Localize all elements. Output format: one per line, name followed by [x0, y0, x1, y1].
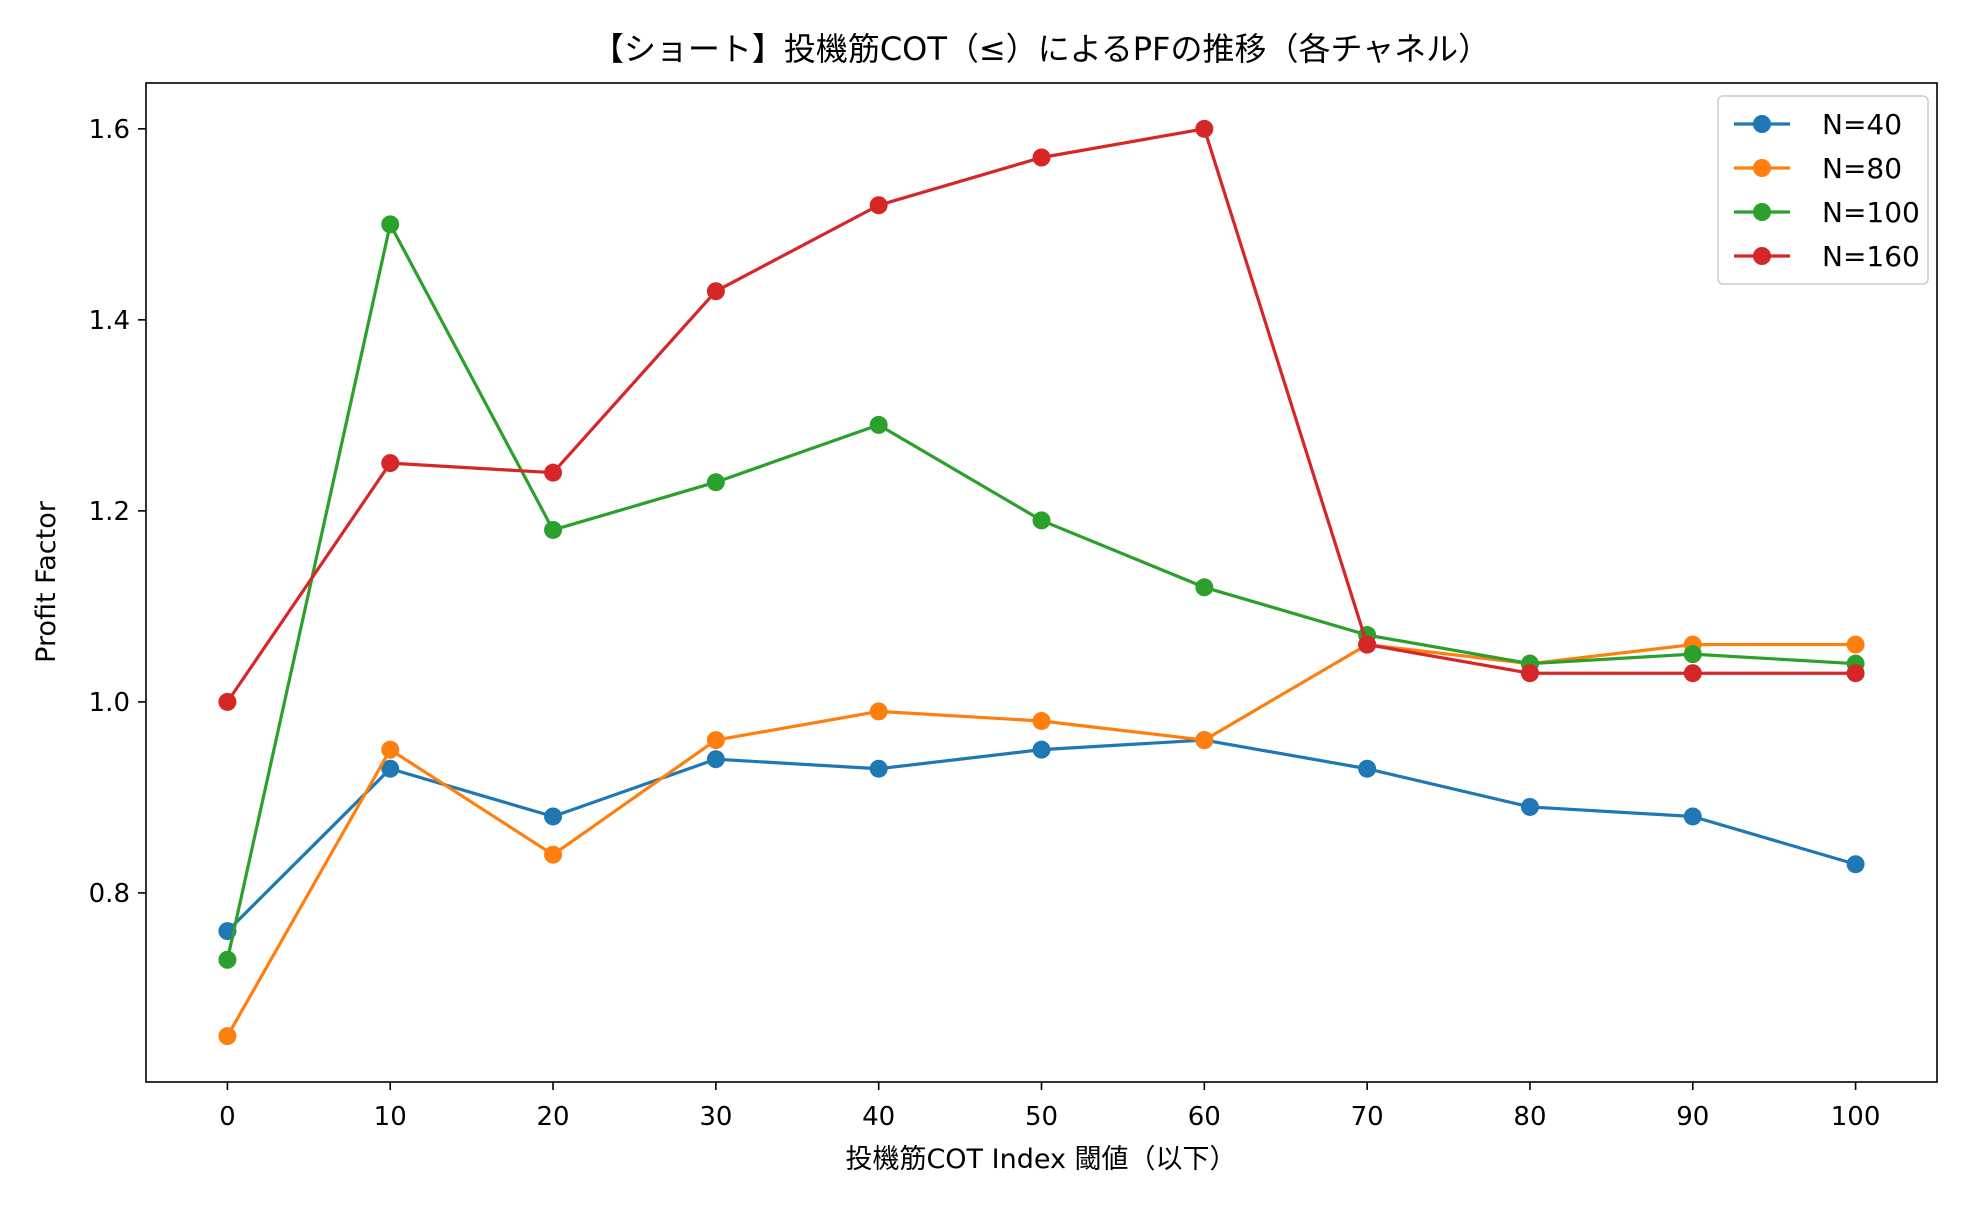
legend-label-3: N=160: [1822, 240, 1920, 273]
data-point-3-5: [1032, 148, 1051, 167]
data-point-1-2: [544, 845, 563, 864]
data-point-3-1: [381, 454, 400, 473]
data-point-2-5: [1032, 511, 1051, 530]
x-tick-label-4: 40: [862, 1102, 895, 1132]
legend-item-3: N=160: [1734, 240, 1920, 273]
x-tick-label-8: 80: [1513, 1102, 1546, 1132]
legend-swatch-marker-0: [1753, 115, 1771, 133]
legend-swatch-marker-2: [1753, 203, 1771, 221]
y-tick-label-4: 1.6: [89, 115, 130, 145]
x-tick-label-7: 70: [1351, 1102, 1384, 1132]
chart-title: 【ショート】投機筋COT（≤）によるPFの推移（各チャネル）: [592, 30, 1490, 68]
data-point-0-8: [1520, 797, 1539, 816]
x-tick-label-5: 50: [1025, 1102, 1058, 1132]
data-point-1-1: [381, 740, 400, 759]
data-point-3-9: [1683, 664, 1702, 683]
data-point-3-7: [1358, 635, 1377, 654]
x-tick-label-1: 10: [374, 1102, 407, 1132]
legend-item-2: N=100: [1734, 196, 1920, 229]
data-point-1-4: [869, 702, 888, 721]
x-tick-label-3: 30: [699, 1102, 732, 1132]
legend-label-0: N=40: [1822, 108, 1902, 141]
data-point-0-1: [381, 759, 400, 778]
x-tick-label-10: 100: [1831, 1102, 1881, 1132]
data-point-3-6: [1195, 119, 1214, 138]
x-tick-label-2: 20: [536, 1102, 569, 1132]
data-point-0-2: [544, 807, 563, 826]
data-point-2-4: [869, 415, 888, 434]
y-axis-label: Profit Factor: [31, 500, 62, 663]
x-axis: 0 10 20 30 40 50 60 70 80 90 100: [219, 1082, 1880, 1132]
x-tick-label-9: 90: [1676, 1102, 1709, 1132]
data-point-2-2: [544, 520, 563, 539]
legend-swatch-marker-3: [1753, 247, 1771, 265]
series-3: [218, 119, 1865, 711]
data-point-1-10: [1846, 635, 1865, 654]
x-tick-label-6: 60: [1188, 1102, 1221, 1132]
y-tick-label-0: 0.8: [89, 879, 130, 909]
data-point-3-3: [706, 282, 725, 301]
data-point-3-4: [869, 196, 888, 215]
x-tick-label-0: 0: [219, 1102, 236, 1132]
data-point-1-6: [1195, 731, 1214, 750]
data-point-0-4: [869, 759, 888, 778]
y-tick-label-1: 1.0: [89, 688, 130, 718]
data-point-0-3: [706, 750, 725, 769]
y-tick-label-3: 1.4: [89, 306, 130, 336]
x-axis-label: 投機筋COT Index 閾値（以下）: [845, 1144, 1236, 1175]
series-2: [218, 215, 1865, 969]
data-point-0-10: [1846, 855, 1865, 874]
data-point-0-9: [1683, 807, 1702, 826]
legend-item-1: N=80: [1734, 152, 1902, 185]
legend-box: [1717, 95, 1929, 285]
data-point-0-5: [1032, 740, 1051, 759]
data-point-2-0: [218, 950, 237, 969]
data-point-3-0: [218, 692, 237, 711]
y-axis: 0.8 1.0 1.2 1.4 1.6: [89, 115, 146, 909]
series-1: [218, 635, 1865, 1046]
data-point-2-9: [1683, 645, 1702, 664]
data-point-2-1: [381, 215, 400, 234]
data-point-1-5: [1032, 711, 1051, 730]
legend-swatch-marker-1: [1753, 159, 1771, 177]
data-point-3-2: [544, 463, 563, 482]
data-point-1-3: [706, 731, 725, 750]
data-point-3-10: [1846, 664, 1865, 683]
data-point-2-3: [706, 473, 725, 492]
data-point-2-6: [1195, 578, 1214, 597]
legend-item-0: N=40: [1734, 108, 1902, 141]
legend: N=40 N=80 N=100 N=160: [1717, 95, 1929, 285]
data-point-1-0: [218, 1027, 237, 1046]
y-tick-label-2: 1.2: [89, 497, 130, 527]
legend-label-1: N=80: [1822, 152, 1902, 185]
data-point-3-8: [1520, 664, 1539, 683]
series-layer: [218, 119, 1865, 1046]
legend-label-2: N=100: [1822, 196, 1920, 229]
data-point-0-7: [1358, 759, 1377, 778]
